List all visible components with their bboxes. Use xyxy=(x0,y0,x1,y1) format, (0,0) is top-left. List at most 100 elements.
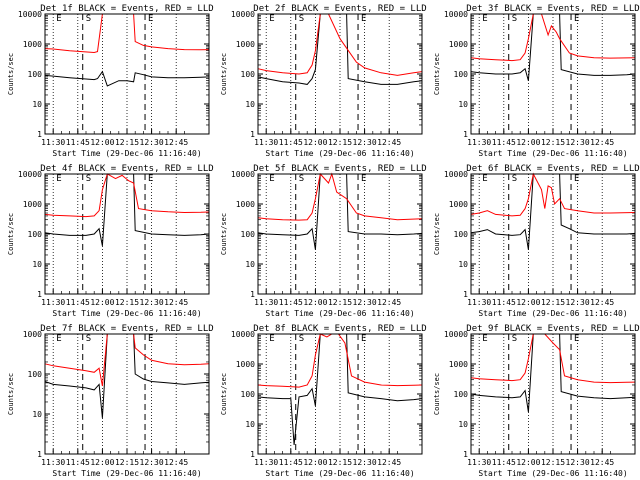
series-line-lld xyxy=(44,333,210,387)
x-tick-label: 12:00 xyxy=(90,138,114,147)
y-tick-label: 10 xyxy=(245,420,255,429)
x-tick-label: 12:30 xyxy=(140,138,164,147)
event-marker-label: S xyxy=(299,14,304,24)
event-marker-label: E xyxy=(482,334,487,344)
y-tick-label: 100 xyxy=(454,70,469,79)
y-tick-label: 1000 xyxy=(23,200,42,209)
x-tick-label: 12:45 xyxy=(590,138,614,147)
x-tick-label: 12:15 xyxy=(541,458,565,467)
x-tick-label: 11:30 xyxy=(467,138,491,147)
event-marker-label: E xyxy=(269,174,274,184)
y-tick-label: 1000 xyxy=(236,40,255,49)
event-marker-label: E xyxy=(574,334,579,344)
series-line-events xyxy=(44,173,210,246)
plot-frame xyxy=(470,333,636,455)
y-tick-label: 10000 xyxy=(444,10,468,19)
x-tick-label: 11:45 xyxy=(66,138,90,147)
x-tick-label: 12:30 xyxy=(353,138,377,147)
x-tick-label: 12:15 xyxy=(115,458,139,467)
panel-title: Det 3f BLACK = Events, RED = LLD xyxy=(466,4,639,14)
x-tick-label: 12:30 xyxy=(566,298,590,307)
y-axis-label: Counts/sec xyxy=(7,213,15,255)
y-tick-label: 10 xyxy=(245,100,255,109)
y-tick-label: 10000 xyxy=(444,170,468,179)
x-tick-label: 11:30 xyxy=(467,298,491,307)
event-marker-label: S xyxy=(86,14,91,24)
plot-frame xyxy=(44,333,210,455)
y-tick-label: 1 xyxy=(37,130,42,139)
x-tick-label: 12:30 xyxy=(140,298,164,307)
x-tick-label: 12:45 xyxy=(377,458,401,467)
y-tick-label: 10 xyxy=(245,260,255,269)
x-tick-label: 12:45 xyxy=(164,458,188,467)
event-marker-label: S xyxy=(86,174,91,184)
y-tick-label: 100 xyxy=(241,70,256,79)
y-axis-label: Counts/sec xyxy=(7,53,15,95)
x-tick-label: 12:00 xyxy=(303,138,327,147)
x-tick-label: 11:45 xyxy=(279,298,303,307)
x-tick-label: 11:45 xyxy=(279,458,303,467)
x-tick-label: 12:30 xyxy=(566,458,590,467)
event-marker-label: E xyxy=(148,14,153,24)
x-axis-label: Start Time (29-Dec-06 11:16:40) xyxy=(52,309,201,318)
x-tick-label: 11:30 xyxy=(254,458,278,467)
detector-panel: Det 3f BLACK = Events, RED = LLD Counts/s… xyxy=(433,4,640,158)
series-line-lld xyxy=(44,13,210,54)
x-tick-label: 11:30 xyxy=(254,138,278,147)
event-marker-label: S xyxy=(299,174,304,184)
event-marker-label: E xyxy=(482,14,487,24)
x-tick-label: 11:30 xyxy=(41,138,65,147)
series-line-lld xyxy=(470,172,636,217)
y-tick-label: 1000 xyxy=(23,330,42,339)
y-tick-label: 10 xyxy=(32,260,42,269)
x-axis-label: Start Time (29-Dec-06 11:16:40) xyxy=(52,469,201,478)
panel-title: Det 6f BLACK = Events, RED = LLD xyxy=(466,164,639,174)
x-tick-label: 12:00 xyxy=(303,458,327,467)
panel-title: Det 2f BLACK = Events, RED = LLD xyxy=(253,4,426,14)
y-tick-label: 1 xyxy=(463,130,468,139)
x-tick-label: 12:00 xyxy=(516,138,540,147)
y-tick-label: 10 xyxy=(32,100,42,109)
x-tick-label: 11:30 xyxy=(467,458,491,467)
detector-panel: Det 2f BLACK = Events, RED = LLD Counts/s… xyxy=(220,4,427,158)
event-marker-label: S xyxy=(512,14,517,24)
y-tick-label: 10000 xyxy=(231,10,255,19)
x-tick-label: 12:15 xyxy=(328,298,352,307)
series-line-events xyxy=(257,173,423,250)
y-tick-label: 10 xyxy=(32,410,42,419)
y-tick-label: 1000 xyxy=(23,40,42,49)
plot-frame xyxy=(257,13,423,135)
x-tick-label: 12:45 xyxy=(377,138,401,147)
x-tick-label: 12:45 xyxy=(164,298,188,307)
event-marker-label: E xyxy=(148,334,153,344)
plot-frame xyxy=(470,173,636,295)
x-tick-label: 12:00 xyxy=(90,458,114,467)
plot-frame xyxy=(44,173,210,295)
panel-title: Det 4f BLACK = Events, RED = LLD xyxy=(40,164,213,174)
plot-frame xyxy=(257,173,423,295)
plot-frame xyxy=(470,13,636,135)
y-tick-label: 100 xyxy=(28,70,43,79)
event-marker-label: E xyxy=(269,334,274,344)
y-tick-label: 1000 xyxy=(449,360,468,369)
y-axis-label: Counts/sec xyxy=(220,213,228,255)
event-marker-label: S xyxy=(299,334,304,344)
y-tick-label: 100 xyxy=(28,230,43,239)
x-tick-label: 12:15 xyxy=(115,138,139,147)
y-tick-label: 10 xyxy=(458,100,468,109)
y-axis-label: Counts/sec xyxy=(220,373,228,415)
y-tick-label: 1000 xyxy=(236,360,255,369)
x-tick-label: 11:45 xyxy=(66,298,90,307)
series-line-events xyxy=(257,333,423,446)
x-tick-label: 12:15 xyxy=(328,458,352,467)
y-tick-label: 1 xyxy=(463,450,468,459)
x-axis-label: Start Time (29-Dec-06 11:16:40) xyxy=(265,469,414,478)
x-tick-label: 11:45 xyxy=(492,458,516,467)
x-tick-label: 12:00 xyxy=(90,298,114,307)
y-tick-label: 1000 xyxy=(449,200,468,209)
x-tick-label: 12:00 xyxy=(516,298,540,307)
event-marker-label: S xyxy=(512,174,517,184)
detector-panel: Det 9f BLACK = Events, RED = LLD Counts/s… xyxy=(433,324,640,478)
x-tick-label: 11:30 xyxy=(254,298,278,307)
